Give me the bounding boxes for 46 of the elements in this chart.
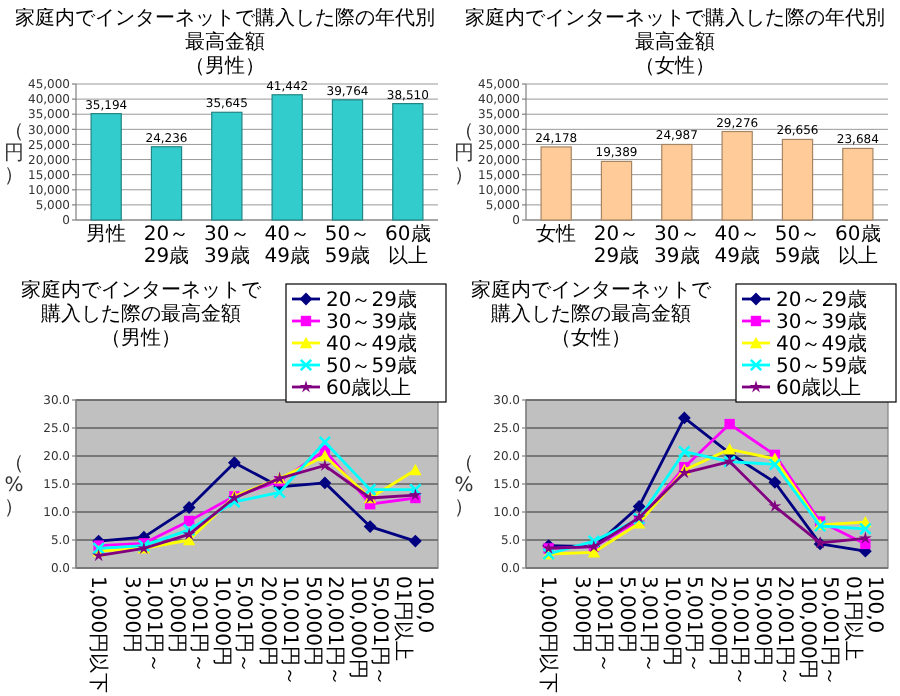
x-tick-label: 30～39歳 <box>652 224 702 268</box>
y-axis-title: （円） <box>454 121 474 187</box>
y-axis-title: （%） <box>454 453 474 519</box>
legend-label: 60歳以上 <box>776 376 862 400</box>
x-tick-label: 40～49歳 <box>712 224 762 268</box>
x-tick-label: 100,001円以上 <box>841 576 886 662</box>
x-tick-label: 3,001円～5,000円 <box>165 576 210 674</box>
x-tick-label: 20～29歳 <box>591 224 642 268</box>
legend-label: 20～29歳 <box>776 288 867 312</box>
x-tick-label: 40～49歳 <box>262 224 312 268</box>
legend-label: 30～39歳 <box>326 310 417 334</box>
y-axis-title: （円） <box>4 121 24 187</box>
x-tick-label: 女性 <box>534 224 579 246</box>
x-tick-label: 20,001円～50,000円 <box>750 576 795 686</box>
x-tick-label: 1,000円以下 <box>535 576 560 694</box>
x-tick-label: 3,001円～5,000円 <box>615 576 660 674</box>
x-tick-label: 50～59歳 <box>322 224 373 268</box>
x-tick-label: 10,001円～20,000円 <box>705 576 750 686</box>
x-tick-label: 20～29歳 <box>141 224 192 268</box>
legend-label: 40～49歳 <box>326 332 417 356</box>
y-axis-title: （%） <box>4 453 24 519</box>
x-tick-label: 5,001円～10,000円 <box>660 576 705 674</box>
x-tick-label: 1,001円～3,000円 <box>119 576 164 674</box>
x-tick-label: 100,001円以上 <box>391 576 436 662</box>
x-tick-label: 男性 <box>84 224 129 246</box>
legend-label: 60歳以上 <box>326 376 412 400</box>
chart-subtitle: （男性） <box>99 328 183 352</box>
x-tick-label: 10,001円～20,000円 <box>255 576 300 686</box>
x-tick-label: 5,001円～10,000円 <box>210 576 255 674</box>
chart-subtitle: （女性） <box>549 328 633 352</box>
legend-label: 50～59歳 <box>326 354 417 378</box>
x-tick-label: 60歳以上 <box>833 224 883 268</box>
x-tick-label: 30～39歳 <box>202 224 252 268</box>
legend-label: 30～39歳 <box>776 310 867 334</box>
x-tick-label: 50～59歳 <box>772 224 823 268</box>
legend-label: 50～59歳 <box>776 354 867 378</box>
x-tick-label: 50,001円～100,000円 <box>346 576 391 686</box>
chart-subtitle: （男性） <box>183 56 266 80</box>
chart-subtitle: （女性） <box>633 56 717 80</box>
x-tick-label: 60歳以上 <box>383 224 433 268</box>
x-tick-label: 50,001円～100,000円 <box>796 576 841 686</box>
legend-label: 40～49歳 <box>776 332 867 356</box>
x-tick-label: 1,000円以下 <box>85 576 110 694</box>
x-tick-label: 1,001円～3,000円 <box>569 576 614 674</box>
x-tick-label: 20,001円～50,000円 <box>300 576 345 686</box>
legend-label: 20～29歳 <box>326 288 417 312</box>
